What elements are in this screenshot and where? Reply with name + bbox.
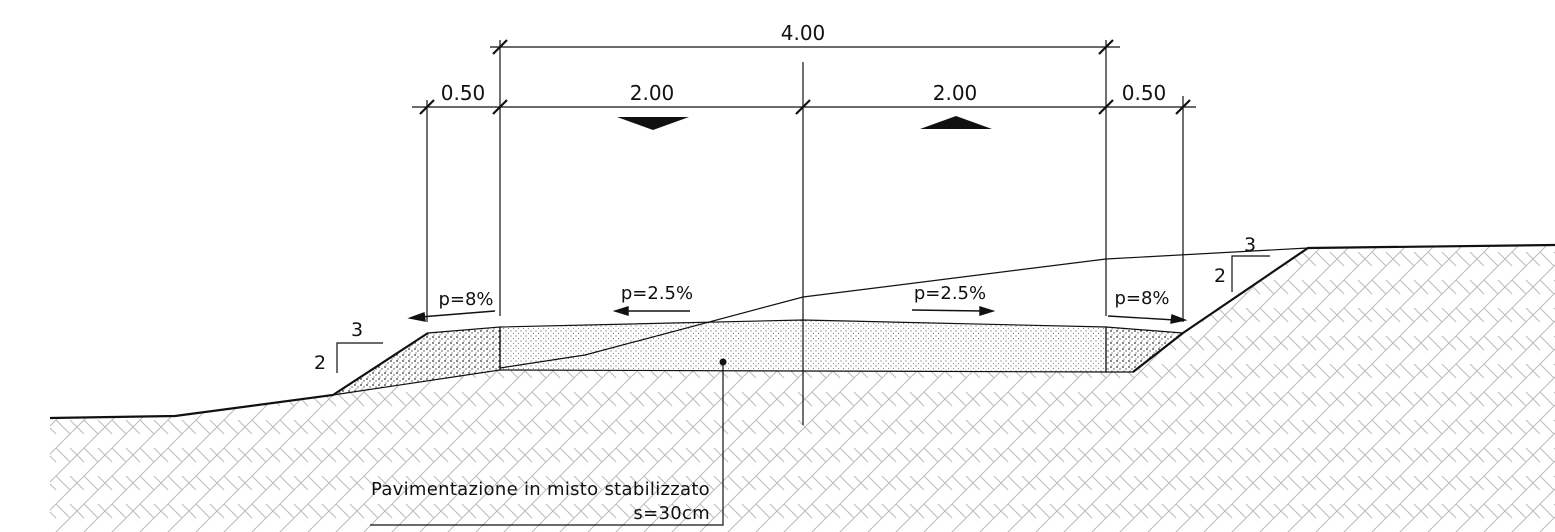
ratio-symbol-left [336, 342, 383, 373]
slope-label: p=8% [1114, 288, 1169, 309]
dimension-right-lane: 2.00 [933, 81, 978, 105]
slope-label: p=2.5% [621, 283, 693, 304]
slope-label: p=8% [438, 289, 493, 310]
terrain-line [49, 332, 429, 420]
dimension-left-shoulder: 0.50 [441, 81, 486, 105]
ratio-vertical: 2 [314, 352, 326, 374]
dimension-right-shoulder: 0.50 [1122, 81, 1167, 105]
note-text: Pavimentazione in misto stabilizzato [371, 479, 710, 500]
dimension-total: 4.00 [781, 21, 826, 45]
ratio-horizontal: 3 [1244, 234, 1256, 256]
dimension-left-lane: 2.00 [630, 81, 675, 105]
direction-up [920, 116, 992, 129]
right-slope-line [1132, 243, 1555, 373]
dimension-lines [412, 39, 1196, 322]
ratio-horizontal: 3 [351, 319, 363, 341]
note-text: s=30cm [633, 503, 710, 524]
ratio-symbol-right [1231, 255, 1270, 292]
direction-down [617, 117, 689, 130]
ratio-vertical: 2 [1214, 265, 1226, 287]
slope-label: p=2.5% [914, 283, 986, 304]
leader-line [370, 362, 724, 526]
slope-arrows [407, 306, 1188, 324]
